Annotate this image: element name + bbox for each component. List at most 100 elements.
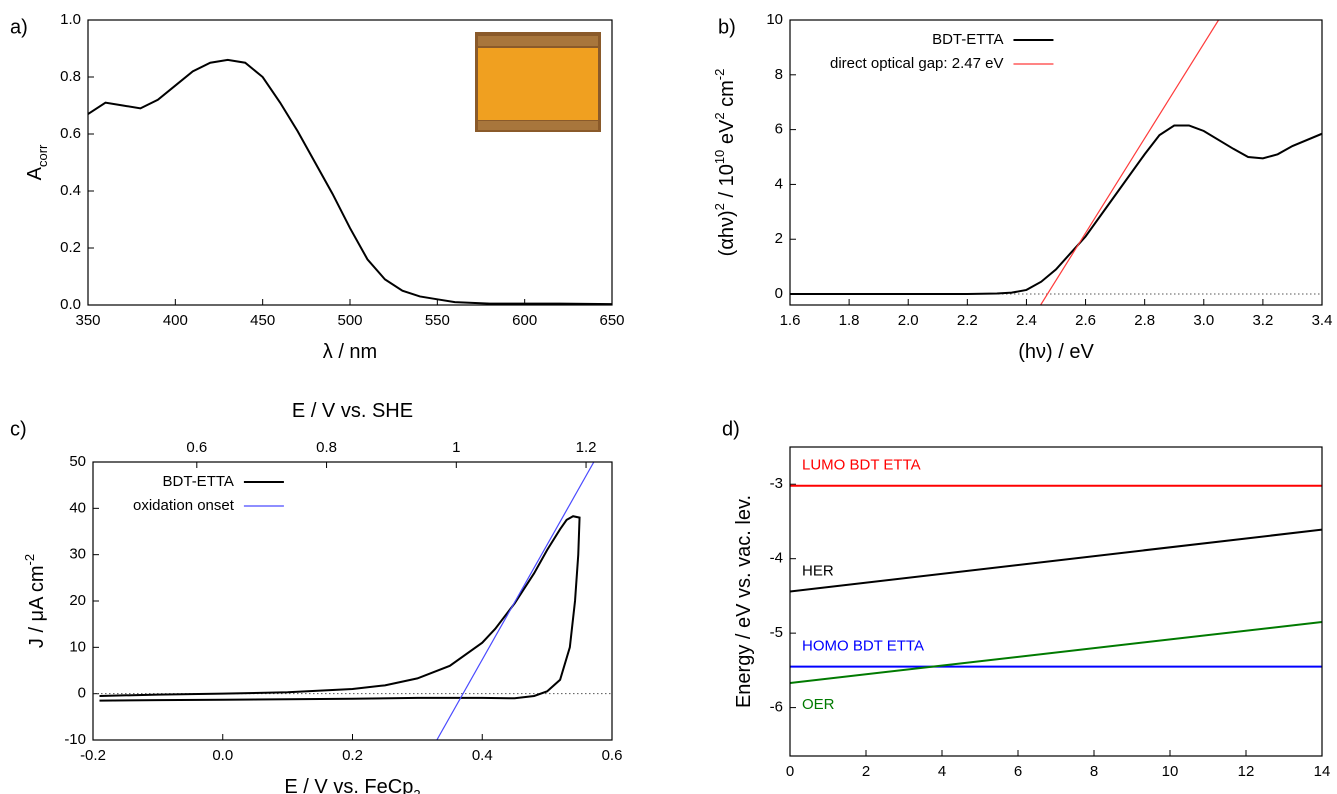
x-tick-label: 14 <box>1314 763 1331 780</box>
x-tick-label: 400 <box>163 312 188 329</box>
y-axis-label-part: cm <box>716 80 738 112</box>
y-tick-label: -10 <box>64 731 86 748</box>
photo-mesh-bottom <box>478 121 598 130</box>
x-tick-label: 1.6 <box>780 312 801 329</box>
y-axis-label-part: 2 <box>712 203 727 210</box>
x-tick-label: 3.2 <box>1252 312 1273 329</box>
x-tick-label: 2.4 <box>1016 312 1037 329</box>
x-tick-label: 0.0 <box>212 747 233 764</box>
x-tick-label: -0.2 <box>80 747 106 764</box>
data-line <box>1040 20 1220 305</box>
y-tick-label: 50 <box>69 453 86 470</box>
x-tick-label: 0.6 <box>602 747 623 764</box>
y-tick-label: 2 <box>775 230 783 247</box>
y-tick-label: 30 <box>69 546 86 563</box>
y-tick-label: 10 <box>766 11 783 28</box>
y-tick-label: 0.8 <box>60 68 81 85</box>
plot-frame <box>92 461 613 741</box>
series-label: LUMO BDT ETTA <box>802 457 921 474</box>
data-line <box>790 620 1322 685</box>
x2-tick-label: 0.6 <box>186 439 207 456</box>
panel-label: d) <box>722 418 740 440</box>
x-tick-label: 2 <box>862 763 870 780</box>
x-axis-label-part: (hν) / eV <box>1018 341 1094 363</box>
y-tick-label: 1.0 <box>60 11 81 28</box>
y-tick-label: 4 <box>775 175 783 192</box>
y-tick-label: 6 <box>775 121 783 138</box>
plot-frame <box>87 19 613 306</box>
x-tick-label: 3.4 <box>1312 312 1333 329</box>
x-tick-label: 1.8 <box>839 312 860 329</box>
y-axis-label: Energy / eV vs. vac. lev. <box>733 495 755 708</box>
x2-axis-label-part: E / V vs. SHE <box>292 400 413 422</box>
y-tick-label: 0 <box>78 685 86 702</box>
x-tick-label: 650 <box>599 312 624 329</box>
legend-label: BDT-ETTA <box>163 473 234 490</box>
y-tick-label: -5 <box>770 624 783 641</box>
y-tick-label: -3 <box>770 475 783 492</box>
x-axis-label-part: λ / nm <box>323 341 377 363</box>
data-line <box>88 58 612 305</box>
y-axis-label: (αhν)2 / 1010 eV2 cm-2 <box>712 69 738 257</box>
x-tick-label: 6 <box>1014 763 1022 780</box>
x-axis-label-part: pH <box>1043 792 1069 794</box>
panel-label: a) <box>10 16 28 38</box>
y-axis-label-part: Energy / eV vs. vac. lev. <box>733 495 755 708</box>
plot-frame <box>789 19 1323 306</box>
y-axis-label-part: -2 <box>22 554 37 566</box>
x-tick-label: 0.4 <box>472 747 493 764</box>
panel-label: b) <box>718 16 736 38</box>
x-tick-label: 2.6 <box>1075 312 1096 329</box>
x-tick-label: 0 <box>786 763 794 780</box>
y-tick-label: 0.0 <box>60 296 81 313</box>
plot-frame <box>789 446 1323 757</box>
y-axis-label-part: corr <box>35 144 50 167</box>
y-tick-label: 0 <box>775 285 783 302</box>
x-tick-label: 0.2 <box>342 747 363 764</box>
y-tick-label: 10 <box>69 638 86 655</box>
data-line <box>99 515 581 702</box>
x-tick-label: 2.0 <box>898 312 919 329</box>
x-tick-label: 550 <box>425 312 450 329</box>
y-axis-label-part: (αhν) <box>716 210 738 256</box>
photo-film <box>478 48 598 120</box>
x-axis-label-part: 2 <box>413 787 420 794</box>
y-tick-label: 40 <box>69 499 86 516</box>
x2-tick-label: 1.2 <box>576 439 597 456</box>
y-tick-label: 0.2 <box>60 239 81 256</box>
y-axis-label-part: A <box>24 166 46 180</box>
y-tick-label: 8 <box>775 66 783 83</box>
y-tick-label: -6 <box>770 699 783 716</box>
x-tick-label: 12 <box>1238 763 1255 780</box>
y-axis-label-part: 2 <box>712 112 727 119</box>
y-axis-label-part: eV <box>716 119 738 150</box>
x-axis-label-part: E / V vs. FeCp <box>284 776 413 794</box>
x-tick-label: 450 <box>250 312 275 329</box>
y-tick-label: -4 <box>770 550 783 567</box>
panel-label: c) <box>10 418 27 440</box>
legend-label: oxidation onset <box>133 497 235 514</box>
x-tick-label: 350 <box>75 312 100 329</box>
x-tick-label: 2.2 <box>957 312 978 329</box>
x-axis-label: E / V vs. FeCp2 <box>284 776 420 794</box>
legend-label: direct optical gap: 2.47 eV <box>830 55 1003 72</box>
y-axis-label-part: J / μA cm <box>26 565 48 648</box>
data-line <box>790 528 1322 593</box>
x-axis-label: pH <box>1043 792 1069 794</box>
y-tick-label: 0.6 <box>60 125 81 142</box>
data-line <box>790 124 1322 296</box>
x-axis-label: λ / nm <box>323 341 377 363</box>
y-tick-label: 0.4 <box>60 182 81 199</box>
x-tick-label: 500 <box>337 312 362 329</box>
x-tick-label: 2.8 <box>1134 312 1155 329</box>
x-axis-label: (hν) / eV <box>1018 341 1094 363</box>
y-axis-label: J / μA cm-2 <box>22 554 48 648</box>
series-label: HOMO BDT ETTA <box>802 638 924 655</box>
y-axis-label-part: 10 <box>712 150 727 164</box>
x-tick-label: 10 <box>1162 763 1179 780</box>
x-tick-label: 4 <box>938 763 946 780</box>
legend-label: BDT-ETTA <box>932 31 1003 48</box>
x2-tick-label: 0.8 <box>316 439 337 456</box>
series-label: OER <box>802 696 835 713</box>
